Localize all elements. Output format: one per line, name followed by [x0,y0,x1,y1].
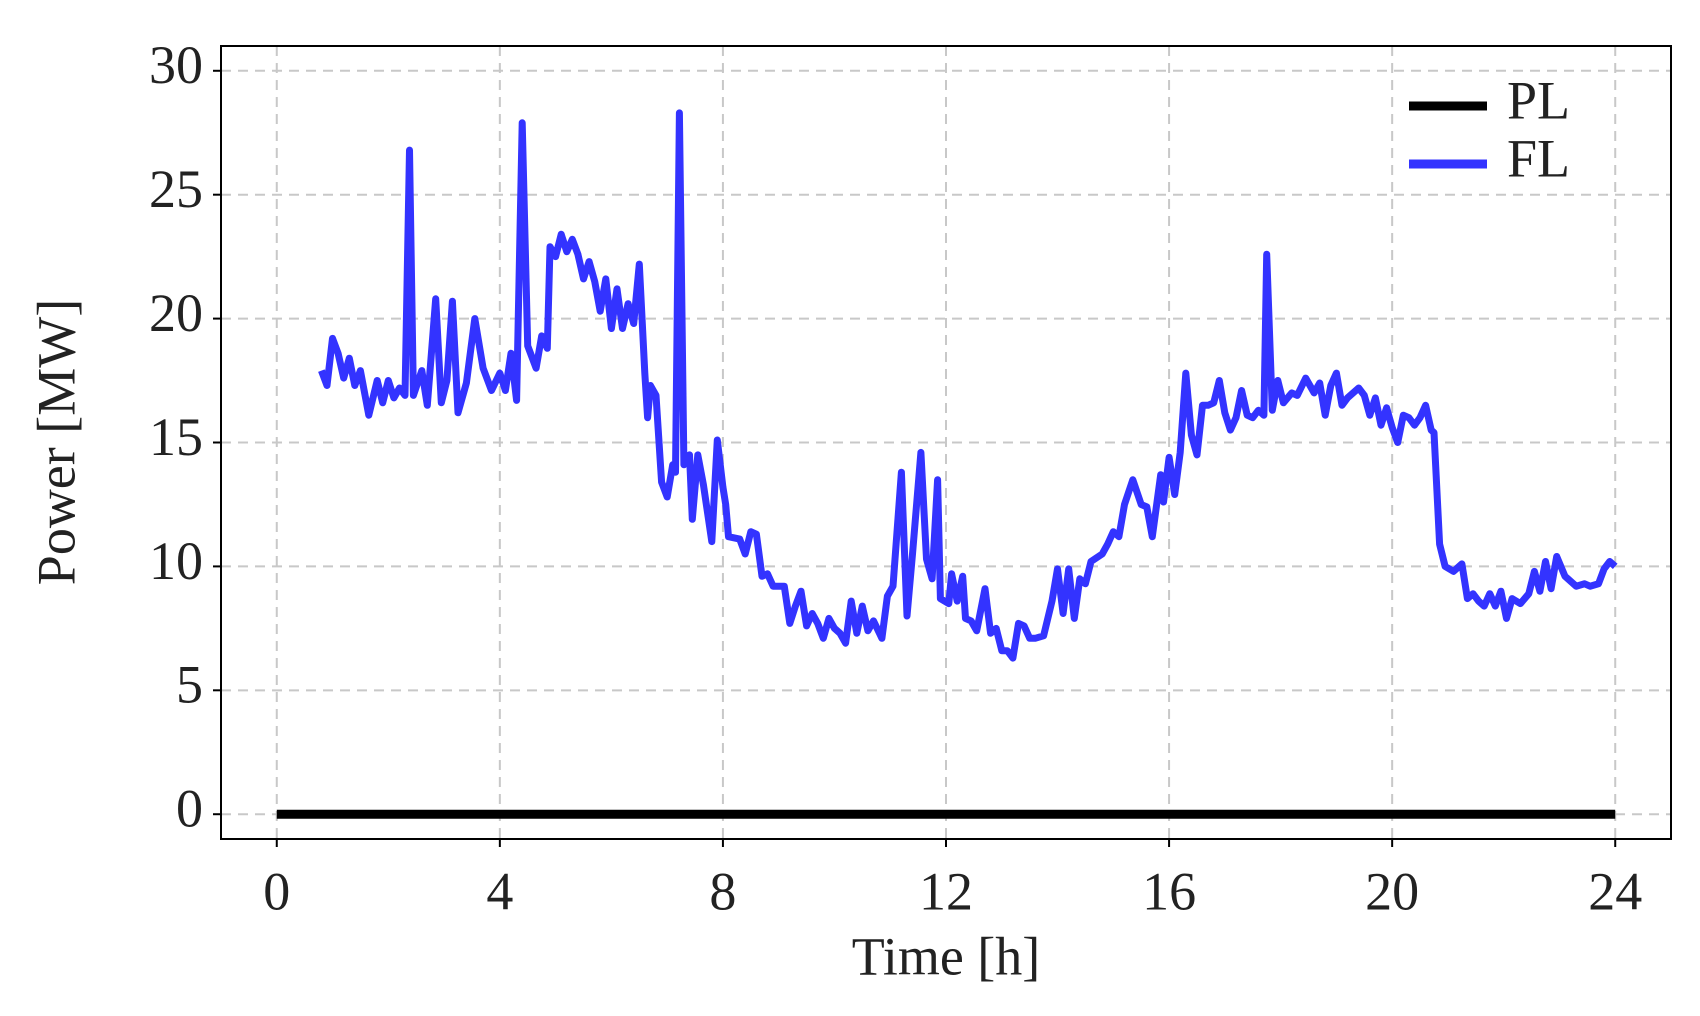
plot-frame [220,45,1672,840]
x-tick-label: 24 [1588,861,1642,921]
x-tick-label: 4 [486,861,513,921]
y-axis-label: Power [MW] [26,299,86,585]
y-tick-label: 10 [149,531,203,591]
series-line [318,109,1618,662]
y-tick-label: 0 [176,779,203,839]
x-tick-label: 12 [919,861,973,921]
y-tick-label: 30 [149,35,203,95]
x-tick-label: 0 [263,861,290,921]
y-tick-label: 15 [149,407,203,467]
y-tick-label: 20 [149,283,203,343]
legend-label: FL [1507,128,1570,188]
y-tick-label: 5 [176,655,203,715]
x-tick-label: 16 [1142,861,1196,921]
x-tick-label: 8 [709,861,736,921]
x-tick-label: 20 [1365,861,1419,921]
legend-label: PL [1507,70,1570,130]
x-axis-label: Time [h] [852,926,1041,986]
y-tick-label: 25 [149,159,203,219]
